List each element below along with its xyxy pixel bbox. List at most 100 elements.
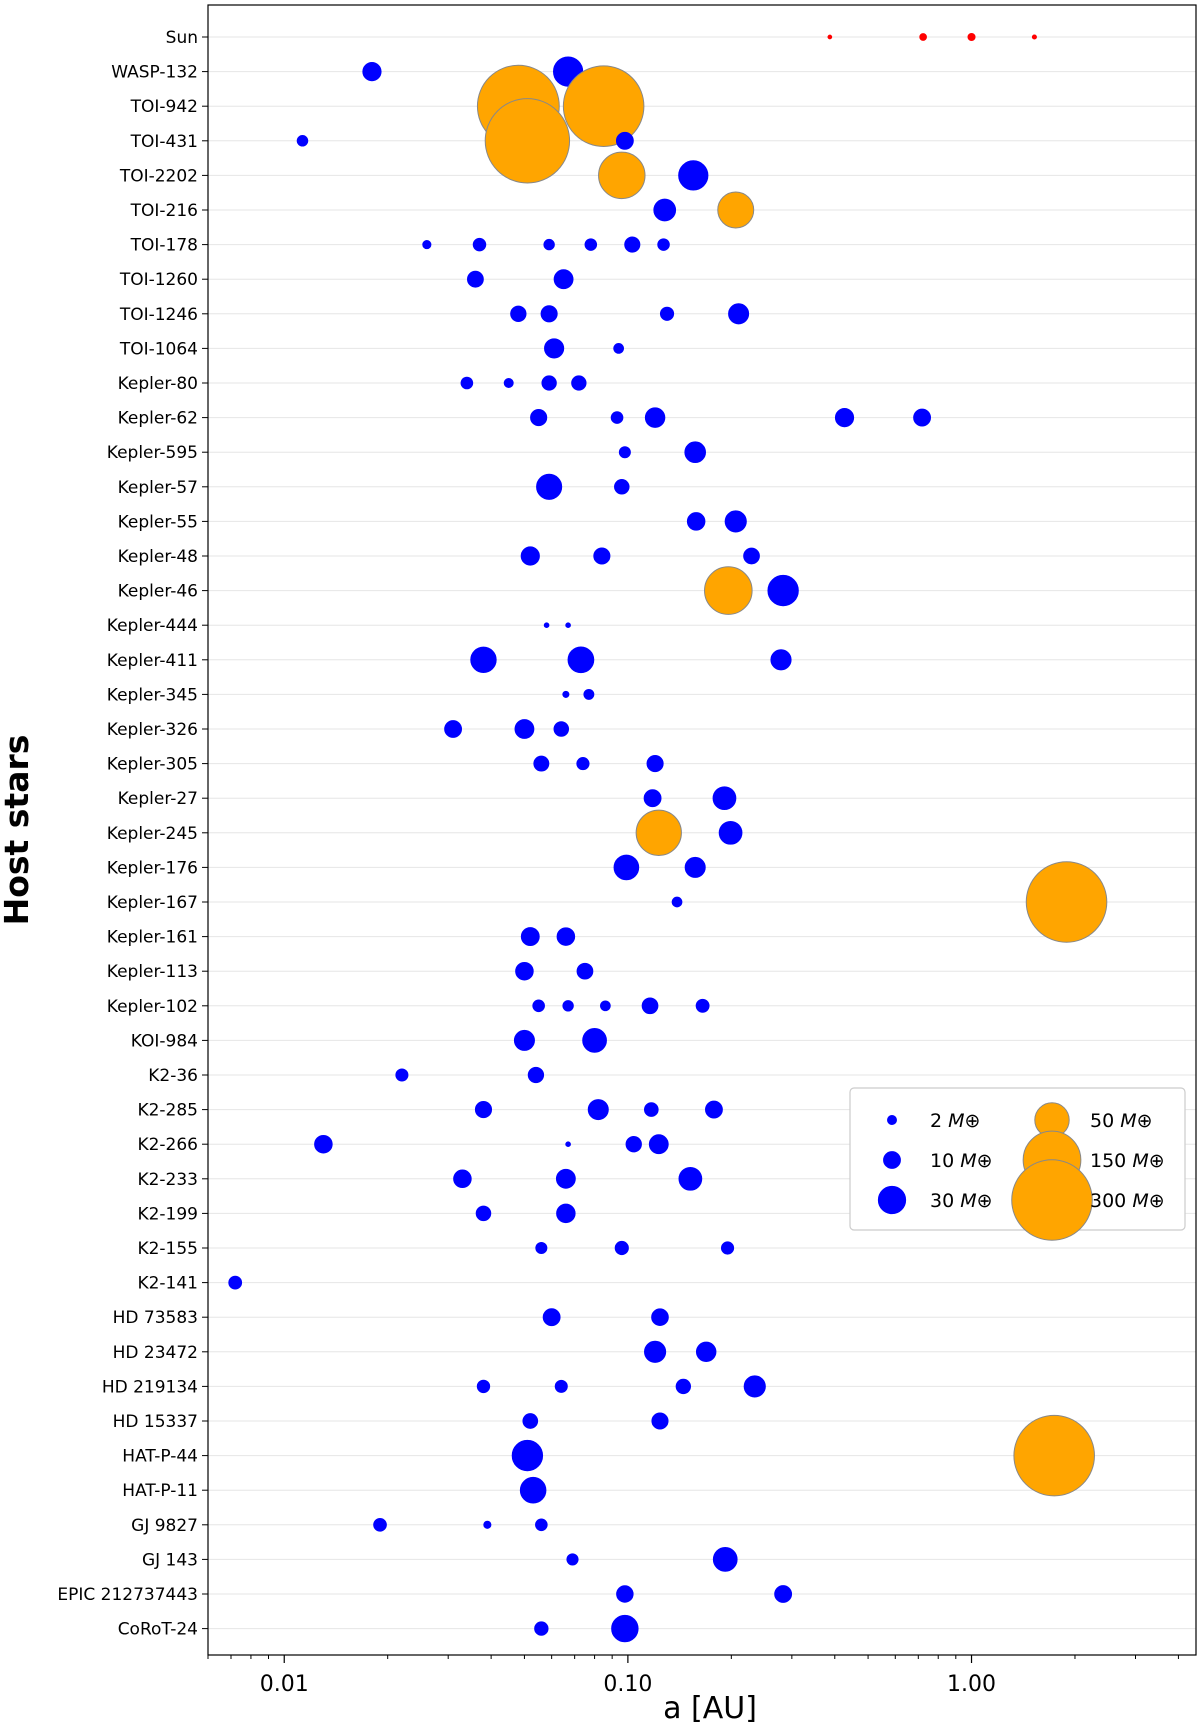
planet-marker bbox=[767, 574, 799, 607]
y-tick-label: Kepler-55 bbox=[118, 512, 198, 532]
planet-marker bbox=[553, 269, 574, 290]
planet-marker bbox=[774, 1585, 793, 1603]
planet-marker bbox=[684, 441, 707, 464]
y-tick-label: K2-233 bbox=[137, 1170, 198, 1190]
planet-marker bbox=[614, 1240, 629, 1256]
planet-marker bbox=[704, 566, 753, 615]
planet-marker bbox=[556, 927, 576, 946]
planet-marker bbox=[474, 1101, 493, 1119]
planet-marker bbox=[615, 131, 634, 150]
planet-marker bbox=[534, 1621, 549, 1636]
planet-marker bbox=[475, 1205, 492, 1222]
y-tick-label: Kepler-444 bbox=[107, 616, 198, 636]
y-tick-label: TOI-216 bbox=[130, 201, 198, 221]
planet-marker bbox=[695, 1341, 717, 1363]
legend-label: 30 M⊕ bbox=[930, 1190, 993, 1212]
planet-marker bbox=[576, 757, 590, 771]
planet-marker bbox=[535, 1518, 548, 1532]
planet-marker bbox=[460, 376, 474, 390]
planet-marker bbox=[535, 1241, 548, 1255]
y-tick-label: Kepler-48 bbox=[118, 547, 198, 567]
planet-marker bbox=[520, 546, 540, 566]
planet-marker bbox=[514, 719, 535, 739]
planet-marker bbox=[422, 240, 432, 250]
legend-marker bbox=[1011, 1159, 1093, 1241]
y-tick-label: WASP-132 bbox=[111, 63, 198, 83]
planet-marker bbox=[522, 1413, 539, 1429]
planet-marker bbox=[576, 962, 594, 980]
y-tick-label: K2-266 bbox=[137, 1135, 198, 1155]
planet-marker bbox=[913, 408, 931, 427]
planet-marker bbox=[653, 198, 677, 222]
planet-marker bbox=[542, 1308, 561, 1327]
planet-marker bbox=[659, 306, 675, 321]
y-tick-label: HD 73583 bbox=[113, 1308, 198, 1328]
plot-frame bbox=[207, 4, 1197, 1656]
planet-marker bbox=[593, 547, 611, 565]
planet-marker bbox=[566, 1553, 579, 1566]
y-tick-label: Kepler-411 bbox=[107, 651, 198, 671]
planet-marker bbox=[657, 238, 670, 251]
planet-marker bbox=[641, 997, 659, 1015]
planet-marker bbox=[540, 305, 558, 323]
planet-marker bbox=[651, 1412, 669, 1430]
planet-marker bbox=[362, 62, 382, 82]
legend-label: 150 M⊕ bbox=[1090, 1150, 1165, 1172]
planet-marker bbox=[695, 998, 710, 1013]
planet-marker bbox=[562, 690, 570, 698]
planet-marker bbox=[484, 98, 571, 184]
legend-marker bbox=[883, 1151, 901, 1169]
x-tick-label: 0.01 bbox=[260, 1672, 309, 1697]
planet-marker bbox=[467, 270, 484, 288]
y-tick-label: Sun bbox=[166, 28, 198, 48]
y-tick-label: Kepler-595 bbox=[107, 443, 198, 463]
y-tick-label: Kepler-161 bbox=[107, 928, 198, 948]
planet-marker bbox=[583, 688, 595, 700]
planet-marker bbox=[625, 1136, 642, 1153]
planet-marker bbox=[717, 191, 755, 229]
planet-marker bbox=[314, 1134, 333, 1154]
y-tick-label: Kepler-80 bbox=[118, 374, 198, 394]
y-tick-label: K2-285 bbox=[137, 1101, 198, 1121]
planet-marker bbox=[624, 236, 641, 253]
legend-label: 300 M⊕ bbox=[1090, 1190, 1165, 1212]
planet-marker bbox=[919, 33, 927, 41]
y-tick-label: HD 23472 bbox=[113, 1343, 198, 1363]
planet-marker bbox=[541, 375, 557, 391]
y-tick-label: Kepler-245 bbox=[107, 824, 198, 844]
planet-marker bbox=[565, 1141, 571, 1148]
planet-marker bbox=[472, 237, 487, 252]
legend-frame bbox=[849, 1087, 1186, 1231]
y-axis-label: Host stars bbox=[0, 735, 36, 926]
planet-marker bbox=[743, 547, 760, 565]
planet-marker bbox=[555, 1168, 576, 1189]
y-tick-label: KOI-984 bbox=[131, 1031, 198, 1051]
planet-marker bbox=[511, 1439, 544, 1472]
planet-marker bbox=[544, 338, 565, 359]
planet-marker bbox=[770, 649, 792, 671]
legend-marker bbox=[877, 1185, 907, 1215]
y-tick-label: Kepler-57 bbox=[118, 478, 198, 498]
planet-marker bbox=[296, 135, 309, 147]
y-tick-label: TOI-1246 bbox=[119, 305, 198, 325]
y-tick-label: K2-36 bbox=[148, 1066, 198, 1086]
y-tick-label: TOI-2202 bbox=[119, 166, 198, 186]
planet-marker bbox=[635, 809, 682, 856]
y-tick-label: K2-141 bbox=[137, 1274, 198, 1294]
y-tick-label: TOI-1260 bbox=[119, 270, 198, 290]
x-axis-label: a [AU] bbox=[663, 1691, 757, 1725]
legend-label: 10 M⊕ bbox=[930, 1150, 993, 1172]
planet-marker bbox=[720, 1241, 735, 1255]
planet-marker bbox=[644, 1102, 659, 1117]
y-tick-label: TOI-178 bbox=[130, 236, 198, 256]
planet-marker bbox=[678, 1166, 703, 1191]
planet-marker bbox=[503, 378, 514, 388]
planet-marker bbox=[553, 721, 570, 737]
y-tick-label: Kepler-113 bbox=[107, 962, 198, 982]
planet-marker bbox=[646, 755, 664, 773]
y-tick-label: GJ 143 bbox=[142, 1550, 198, 1570]
planet-marker bbox=[536, 473, 563, 500]
planet-marker bbox=[644, 407, 666, 428]
planet-marker bbox=[718, 820, 743, 845]
